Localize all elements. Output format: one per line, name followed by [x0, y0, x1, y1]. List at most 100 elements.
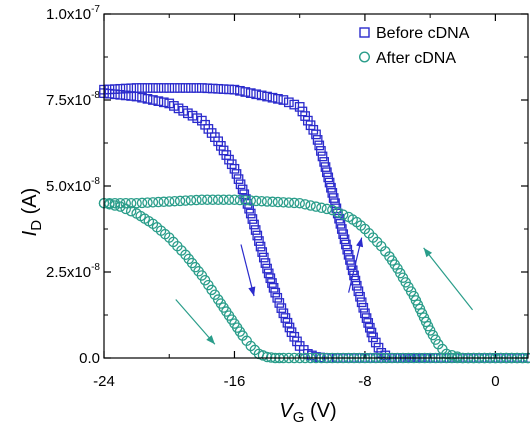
data-point: [120, 90, 131, 101]
data-point: [245, 208, 256, 219]
data-point: [240, 87, 251, 97]
data-point: [120, 83, 131, 94]
data-marks: [98, 83, 530, 364]
data-point: [180, 195, 191, 206]
data-point: [120, 203, 131, 215]
data-point: [153, 196, 164, 208]
data-point: [316, 202, 327, 214]
data-point: [136, 197, 148, 209]
data-point: [164, 83, 175, 93]
data-point: [258, 252, 269, 263]
data-point: [370, 337, 381, 348]
data-point: [338, 229, 349, 240]
data-point: [326, 182, 336, 193]
data-point: [234, 194, 246, 206]
data-point: [250, 195, 262, 207]
data-point: [169, 195, 180, 207]
data-point: [245, 195, 257, 206]
sweep-arrow-head: [356, 237, 364, 248]
data-point: [373, 342, 384, 353]
data-point: [330, 198, 340, 209]
data-point: [343, 249, 354, 260]
data-point: [137, 83, 147, 93]
data-point: [247, 214, 258, 224]
data-point: [250, 225, 261, 235]
data-point: [327, 188, 338, 198]
sweep-arrow-shaft: [175, 299, 216, 345]
data-point: [142, 83, 153, 93]
data-point: [110, 89, 120, 100]
data-point: [158, 196, 170, 208]
sweep-arrows: [175, 237, 474, 345]
data-point: [137, 92, 147, 103]
series-after-cdna: [98, 194, 530, 364]
data-point: [289, 197, 300, 209]
data-point: [131, 83, 142, 93]
data-point: [320, 162, 331, 172]
data-point: [229, 84, 240, 95]
y-tick-mantissa: 5.0x10: [46, 178, 91, 195]
data-point: [358, 302, 369, 313]
sweep-arrow-head: [248, 286, 256, 297]
y-axis-subscript: D: [28, 220, 45, 231]
y-axis-var: I: [19, 230, 41, 236]
data-point: [254, 236, 264, 246]
data-point: [212, 194, 224, 206]
data-point: [126, 91, 137, 101]
data-point: [186, 83, 196, 93]
data-point: [328, 193, 339, 203]
data-point: [202, 194, 213, 206]
data-point: [289, 99, 300, 110]
data-point: [218, 84, 229, 94]
axis-ticks: [103, 13, 528, 359]
data-point: [257, 247, 268, 257]
y-tick-label: 0.0: [79, 350, 100, 367]
data-point: [191, 83, 202, 93]
data-point: [231, 169, 242, 179]
data-point: [278, 95, 289, 105]
data-point: [276, 303, 287, 313]
data-point: [446, 349, 458, 361]
y-axis-title: ID (A): [19, 188, 45, 237]
data-point: [267, 196, 278, 208]
data-point: [327, 204, 338, 216]
data-point: [305, 200, 316, 211]
data-point: [174, 195, 186, 207]
data-point: [120, 197, 131, 209]
x-tick-labels: -24 -16 -8 0: [93, 373, 499, 390]
x-axis-title: VG (V): [279, 400, 336, 426]
data-point: [115, 89, 126, 100]
legend-marker-after-cdna: [359, 51, 371, 63]
data-point: [109, 197, 121, 209]
data-point: [323, 172, 334, 183]
y-tick-exponent: -8: [91, 176, 100, 187]
data-point: [207, 194, 218, 206]
y-axis-unit: (A): [19, 188, 41, 220]
y-tick-label: 1.0x10-7: [46, 4, 100, 23]
data-point: [233, 174, 244, 184]
data-point: [115, 197, 126, 209]
data-point: [104, 84, 115, 95]
y-tick-mantissa: 1.0x10: [46, 6, 91, 23]
x-tick-label: -16: [224, 373, 246, 390]
data-point: [360, 308, 370, 319]
data-point: [351, 280, 362, 291]
data-point: [312, 135, 323, 145]
series-before-cdna: [99, 83, 530, 363]
legend: Before cDNA After cDNA: [359, 25, 470, 67]
data-point: [283, 97, 294, 108]
data-point: [255, 241, 266, 252]
x-axis-subscript: G: [293, 409, 305, 426]
data-point: [213, 83, 224, 94]
x-tick-label: -24: [93, 373, 115, 390]
data-point: [125, 205, 137, 217]
y-tick-labels: 0.02.5x10-85.0x10-87.5x10-81.0x10-7: [46, 4, 100, 367]
data-point: [251, 89, 262, 100]
data-point: [153, 83, 164, 93]
data-point: [337, 209, 349, 220]
data-point: [294, 197, 305, 209]
data-point: [272, 196, 284, 208]
data-point: [332, 207, 343, 218]
data-point: [278, 197, 289, 208]
